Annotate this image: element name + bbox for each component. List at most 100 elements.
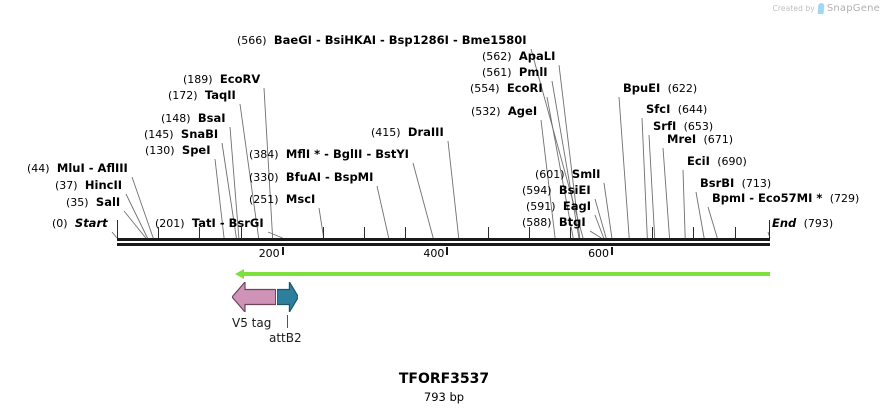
feature-arrow-attb2[interactable] [276,282,299,312]
enzyme-leader-line [131,176,154,239]
enzyme-label-start[interactable]: (0) Start [52,217,108,230]
ruler-minor-tick [158,227,160,238]
enzyme-label-sfci[interactable]: SfcI (644) [646,103,707,116]
enzyme-label-spei[interactable]: (130) SpeI [145,144,211,157]
ruler-minor-tick [405,227,407,238]
enzyme-leader-line [662,147,670,239]
enzyme-leader-line [589,230,602,239]
enzyme-label-pmli[interactable]: (561) PmlI [482,66,548,79]
ruler-minor-tick [693,227,695,238]
enzyme-label-apali[interactable]: (562) ApaLI [482,50,555,63]
enzyme-label-bfuai[interactable]: (330) BfuAI - BspMI [249,171,373,184]
enzyme-label-eagi[interactable]: (591) EagI [526,200,591,213]
enzyme-name: Bsp1286I [388,33,449,47]
enzyme-name: HincII [84,178,123,192]
enzyme-label-tati[interactable]: (201) TatI - BsrGI [155,217,264,230]
enzyme-label-mrei[interactable]: MreI (671) [667,133,733,146]
enzyme-label-mlui[interactable]: (44) MluI - AflIII [27,162,128,175]
enzyme-name: ApaLI [518,49,556,63]
enzyme-position: (44) [27,162,50,175]
enzyme-position: (0) [52,217,68,230]
enzyme-name: BaeGI [273,33,312,47]
enzyme-name: DraIII [407,125,444,139]
enzyme-name: BsrGI [228,216,264,230]
enzyme-name: BsiHKAI [324,33,377,47]
page-title: TFORF3537 [398,371,490,387]
enzyme-name: BspMI [333,170,374,184]
enzyme-label-bpuei[interactable]: BpuEI (622) [623,82,697,95]
orf-arrow-shaft[interactable] [242,272,770,276]
enzyme-label-draiii[interactable]: (415) DraIII [371,126,444,139]
ruler-major-tick [446,247,449,255]
enzyme-leader-line [263,87,274,239]
enzyme-label-snabi[interactable]: (145) SnaBI [144,128,218,141]
enzyme-leader-line [594,214,605,239]
enzyme-label-msci[interactable]: (251) MscI [249,193,315,206]
feature-label: attB2 [269,331,302,345]
enzyme-position: (35) [66,196,89,209]
end-tick [769,220,770,238]
enzyme-label-hincii[interactable]: (37) HincII [55,179,122,192]
ruler-minor-tick [734,227,736,238]
enzyme-position: (793) [803,217,834,230]
enzyme-name: SmlI [571,167,601,181]
enzyme-label-ecii[interactable]: EciI (690) [687,155,747,168]
enzyme-label-end[interactable]: End (793) [772,217,833,230]
enzyme-name-separator: - [311,33,325,47]
enzyme-name: BpuEI [623,81,661,95]
enzyme-position: (690) [717,155,747,168]
ruler-tick-label: 200 [258,247,280,260]
enzyme-name-separator: - [84,161,98,175]
enzyme-name: BsiEI [558,183,591,197]
enzyme-position: (148) [161,112,191,125]
enzyme-label-btgi[interactable]: (588) BtgI [522,216,586,229]
start-tick [117,220,118,238]
enzyme-name: BglII [332,147,363,161]
ruler-tick-label: 600 [588,247,610,260]
enzyme-label-bsai[interactable]: (148) BsaI [161,112,226,125]
enzyme-position: (532) [471,105,501,118]
enzyme-name: MluI [56,161,85,175]
enzyme-name-separator: - [215,216,229,230]
enzyme-position: (130) [145,144,175,157]
enzyme-name: BstYI [375,147,409,161]
enzyme-position: (653) [683,120,714,133]
ruler-major-tick [281,247,284,255]
ruler-minor-tick [487,227,489,238]
enzyme-name: BsaI [197,111,226,125]
enzyme-label-ecori[interactable]: (554) EcoRI [470,82,543,95]
feature-leader-tick [287,315,288,328]
enzyme-label-ecorv[interactable]: (189) EcoRV [183,73,260,86]
enzyme-position: (588) [522,216,552,229]
enzyme-position: (330) [249,171,279,184]
enzyme-leader-line [412,162,434,239]
enzyme-label-agei[interactable]: (532) AgeI [471,105,537,118]
snapgene-logo-icon [817,3,825,14]
enzyme-label-mfli[interactable]: (384) MflI * - BglII - BstYI [249,148,409,161]
enzyme-leader-line [695,191,705,239]
enzyme-name: AgeI [507,104,538,118]
enzyme-position: (172) [168,89,198,102]
enzyme-name: AflIII [97,161,128,175]
enzyme-leader-line [594,198,607,239]
enzyme-label-bsrbi[interactable]: BsrBI (713) [700,177,771,190]
orf-arrow-head-icon [234,269,244,279]
enzyme-label-smli[interactable]: (601) SmlI [535,168,600,181]
enzyme-name-separator: - [376,33,389,47]
enzyme-position: (384) [249,148,279,161]
feature-arrow-shape [232,282,276,312]
ruler-minor-tick [528,227,530,238]
enzyme-name: EcoRI [506,81,543,95]
enzyme-label-taqii[interactable]: (172) TaqII [168,89,236,102]
enzyme-label-srfi[interactable]: SrfI (653) [653,120,713,133]
enzyme-name: BfuAI [285,170,322,184]
ruler-minor-tick [364,227,366,238]
enzyme-label-bpmi[interactable]: BpmI - Eco57MI * (729) [712,192,859,205]
feature-arrow-v5-tag[interactable] [232,282,276,312]
enzyme-label-sali[interactable]: (35) SalI [66,196,120,209]
enzyme-label-baegi[interactable]: (566) BaeGI - BsiHKAI - Bsp1286I - Bme15… [237,34,527,47]
feature-arrow-shape [276,282,299,312]
enzyme-label-bsiei[interactable]: (594) BsiEI [522,184,591,197]
ruler-minor-tick [322,227,324,238]
